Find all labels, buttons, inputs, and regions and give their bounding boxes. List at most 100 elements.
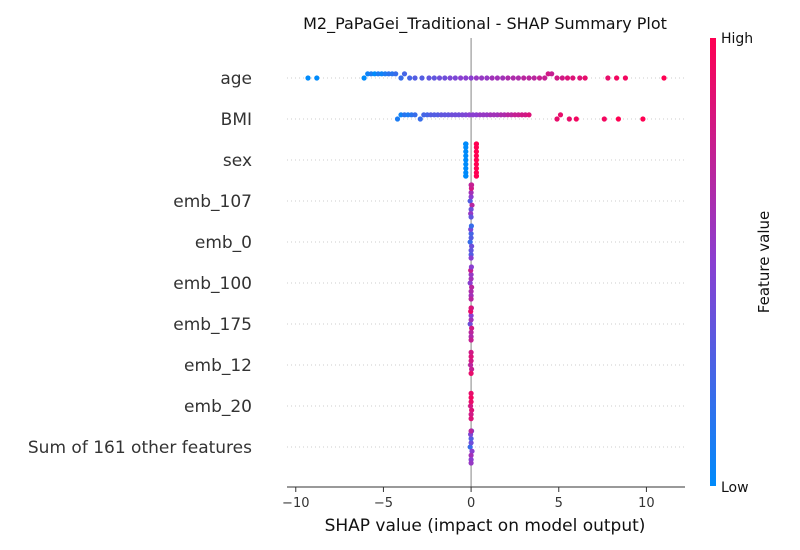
shap-point	[452, 75, 458, 81]
shap-point	[615, 116, 622, 122]
shap-point	[554, 75, 560, 81]
shap-point	[463, 161, 469, 167]
shap-point	[526, 112, 532, 118]
shap-point	[468, 370, 474, 376]
shap-point	[531, 75, 537, 81]
feature-label: emb_12	[184, 356, 252, 376]
shap-point	[468, 337, 474, 343]
feature-label: age	[220, 69, 252, 89]
feature-label: emb_20	[184, 397, 252, 417]
shap-point	[468, 440, 474, 446]
colorbar	[710, 38, 716, 486]
shap-point	[468, 436, 474, 442]
shap-point	[515, 75, 522, 81]
shap-point	[473, 149, 479, 155]
shap-point	[566, 116, 572, 122]
x-axis-label: SHAP value (impact on model output)	[325, 516, 646, 536]
shap-point	[394, 116, 401, 122]
shap-point	[407, 75, 413, 81]
shap-point	[468, 403, 474, 409]
shap-point	[577, 75, 583, 81]
shap-point	[468, 329, 474, 335]
shap-point	[522, 112, 529, 118]
shap-point	[463, 141, 469, 147]
shap-point	[661, 75, 667, 81]
shap-point	[473, 173, 479, 179]
shap-point	[469, 182, 475, 188]
shap-point	[442, 75, 448, 81]
shap-point	[494, 75, 500, 81]
shap-point	[468, 206, 474, 212]
shap-point	[468, 411, 474, 417]
shap-point	[468, 358, 474, 364]
shap-point	[431, 75, 437, 81]
shap-point	[622, 75, 629, 81]
shap-point	[521, 75, 527, 81]
shap-point	[605, 75, 611, 81]
feature-label: Sum of 161 other features	[28, 438, 252, 458]
shap-point	[469, 407, 475, 413]
shap-point	[417, 116, 423, 122]
shap-points	[305, 71, 667, 466]
shap-point	[468, 223, 474, 229]
shap-point	[473, 161, 479, 167]
x-axis: −10 −5 0 5 10	[282, 486, 685, 511]
shap-point	[467, 198, 473, 204]
shap-point	[469, 243, 475, 249]
shap-point	[468, 194, 474, 200]
shap-point	[468, 428, 474, 434]
shap-point	[479, 75, 485, 81]
shap-point	[468, 75, 474, 81]
shap-point	[510, 75, 516, 81]
feature-label: emb_0	[195, 233, 252, 253]
shap-point	[468, 362, 474, 368]
shap-point	[559, 75, 565, 81]
shap-point	[601, 116, 607, 122]
shap-point	[412, 75, 418, 81]
shap-point	[468, 255, 474, 261]
shap-point	[468, 247, 474, 253]
shap-point	[468, 313, 474, 319]
shap-point	[393, 71, 399, 77]
shap-point	[468, 276, 474, 282]
shap-point	[542, 75, 548, 81]
shap-point	[564, 75, 571, 81]
x-tick-label: 10	[638, 496, 655, 511]
shap-point	[463, 165, 469, 171]
shap-point	[469, 284, 475, 290]
shap-point	[473, 141, 479, 147]
shap-point	[305, 75, 311, 81]
shap-point	[468, 399, 474, 405]
shap-point	[484, 75, 490, 81]
shap-point	[463, 149, 469, 155]
shap-point	[468, 317, 474, 323]
shap-point	[468, 214, 474, 220]
shap-point	[473, 75, 479, 81]
shap-point	[436, 75, 443, 81]
shap-point	[458, 75, 464, 81]
shap-point	[467, 280, 473, 286]
feature-label: BMI	[221, 110, 252, 130]
shap-point	[468, 354, 474, 360]
shap-point	[469, 325, 475, 331]
shap-point	[468, 231, 474, 237]
feature-label: emb_100	[173, 274, 252, 294]
shap-point	[500, 75, 506, 81]
x-tick-label: 0	[467, 496, 475, 511]
shap-point	[489, 75, 495, 81]
feature-label: sex	[223, 151, 252, 171]
feature-label: emb_175	[173, 315, 252, 335]
shap-point	[469, 202, 475, 208]
shap-point	[549, 71, 555, 77]
shap-point	[463, 173, 469, 179]
shap-point	[463, 153, 469, 159]
shap-point	[463, 157, 469, 163]
shap-point	[467, 444, 473, 450]
colorbar-high-label: High	[721, 31, 753, 47]
chart-title: M2_PaPaGei_Traditional - SHAP Summary Pl…	[303, 14, 667, 34]
shap-point	[426, 75, 432, 81]
x-tick-label: −5	[374, 496, 393, 511]
shap-point	[554, 116, 560, 122]
shap-point	[536, 75, 543, 81]
shap-point	[468, 349, 474, 355]
